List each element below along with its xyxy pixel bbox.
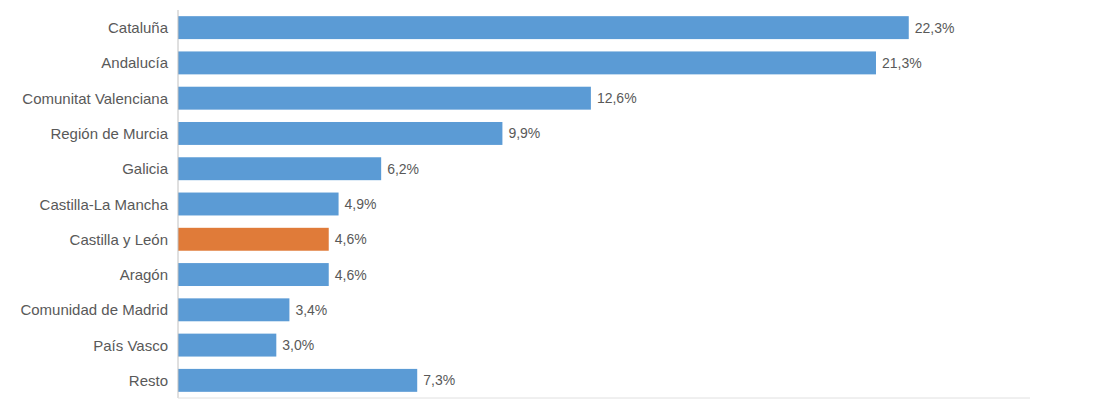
data-label: 12,6% [597,90,637,106]
data-label: 4,6% [335,267,367,283]
data-label: 7,3% [423,372,455,388]
bar [178,122,502,145]
y-tick-label: Aragón [120,266,168,283]
y-tick-label: Resto [129,372,168,389]
bar [178,51,876,74]
y-tick-label: Galicia [122,160,169,177]
data-label: 21,3% [882,55,922,71]
bar [178,87,591,110]
bar [178,157,381,180]
bars [178,16,909,392]
data-label: 3,4% [295,302,327,318]
y-axis-line [178,10,179,398]
y-tick-label: Andalucía [101,54,168,71]
chart-container: 22,3% Cataluña 21,3% Andalucía 12,6% Comunita… [0,0,1100,412]
data-label: 22,3% [915,20,955,36]
y-tick-label: País Vasco [93,337,168,354]
chart-svg: 22,3% Cataluña 21,3% Andalucía 12,6% Comunita… [0,0,1100,412]
y-tick-label: Comunitat Valenciana [22,90,168,107]
x-axis-line [178,398,1030,399]
bar [178,369,417,392]
bar [178,263,329,286]
bar [178,16,909,39]
y-tick-label: Castilla y León [70,231,168,248]
labels: 22,3% Cataluña 21,3% Andalucía 12,6% Comunita… [20,19,954,389]
data-label: 9,9% [508,125,540,141]
y-tick-label: Comunidad de Madrid [20,301,168,318]
data-label: 4,9% [345,196,377,212]
bar [178,193,339,216]
y-tick-label: Cataluña [108,19,169,36]
y-tick-label: Región de Murcia [50,125,168,142]
y-tick-label: Castilla-La Mancha [40,196,169,213]
data-label: 4,6% [335,231,367,247]
bar [178,298,289,321]
bar [178,228,329,251]
data-label: 6,2% [387,161,419,177]
data-label: 3,0% [282,337,314,353]
bar [178,334,276,357]
